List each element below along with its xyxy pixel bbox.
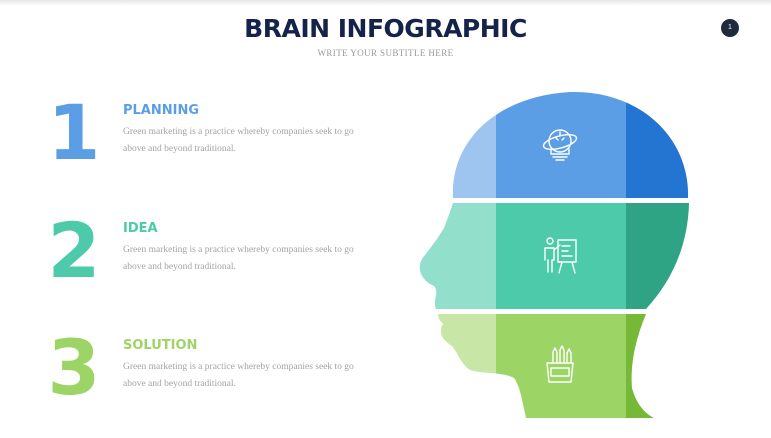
- band-segment: [452, 91, 496, 199]
- step-number: 1: [47, 88, 101, 177]
- band-segment: [419, 203, 496, 309]
- step-number: 3: [47, 323, 101, 412]
- step-solution: 3 SOLUTION Green marketing is a practice…: [0, 328, 400, 438]
- page-number-badge: 1: [721, 19, 739, 37]
- band-segment: [626, 91, 689, 199]
- head-band-top: [452, 91, 689, 199]
- step-description: Green marketing is a practice whereby co…: [123, 127, 354, 154]
- step-title: SOLUTION: [123, 338, 198, 353]
- head-band-middle: [419, 203, 689, 309]
- band-segment: [626, 314, 654, 418]
- step-title: PLANNING: [123, 103, 200, 118]
- page-subtitle: WRITE YOUR SUBTITLE HERE: [317, 48, 454, 58]
- step-description: Green marketing is a practice whereby co…: [123, 245, 354, 272]
- head-infographic: [419, 91, 689, 418]
- step-idea: 2 IDEA Green marketing is a practice whe…: [0, 211, 400, 321]
- step-number: 2: [47, 206, 101, 295]
- pencil-cup-icon: [546, 345, 574, 383]
- band-segment: [496, 203, 626, 309]
- step-title: IDEA: [123, 221, 158, 236]
- band-segment: [626, 203, 689, 309]
- band-segment: [496, 91, 626, 199]
- lightbulb-icon: [542, 129, 578, 161]
- top-shade: [0, 0, 771, 6]
- step-description: Green marketing is a practice whereby co…: [123, 362, 354, 389]
- presentation-icon: [544, 237, 577, 274]
- page-title: BRAIN INFOGRAPHIC: [244, 14, 527, 43]
- band-segment: [438, 314, 496, 418]
- step-planning: 1 PLANNING Green marketing is a practice…: [0, 93, 400, 203]
